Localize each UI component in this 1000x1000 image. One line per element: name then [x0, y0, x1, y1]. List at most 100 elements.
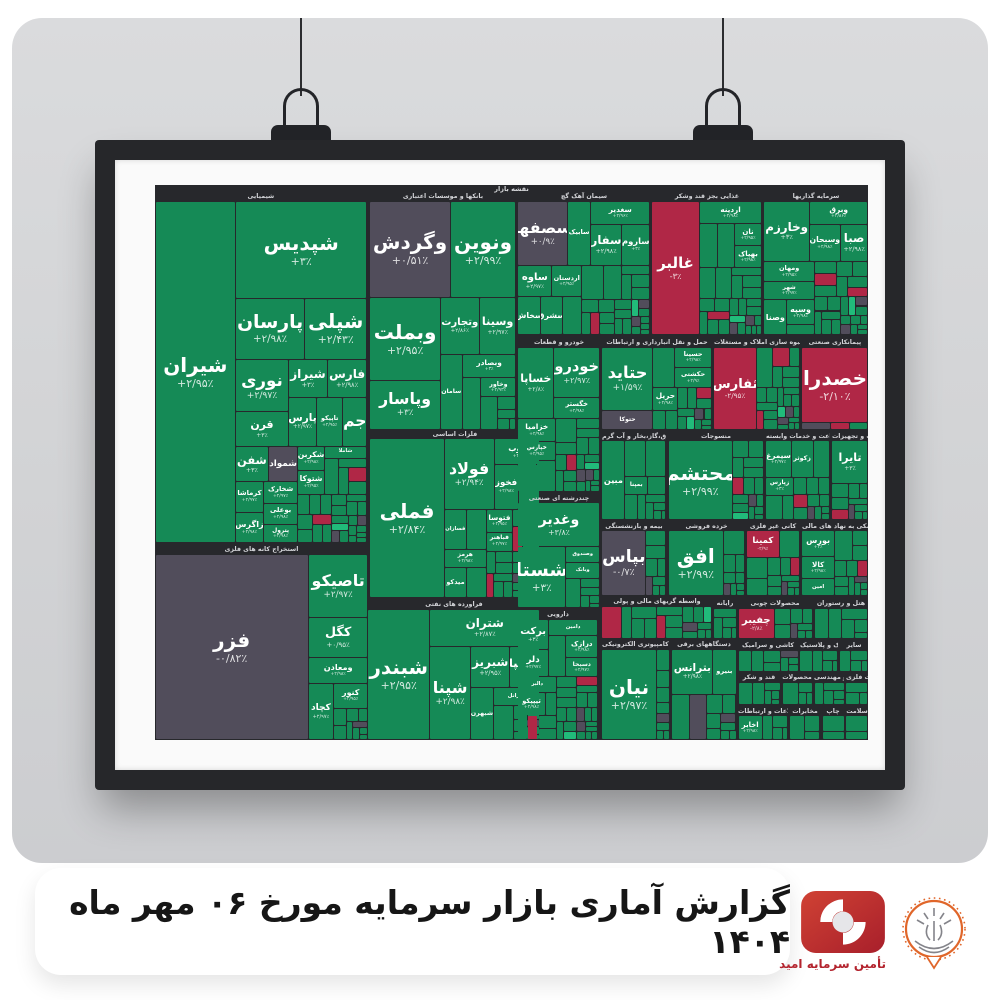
stock-tile — [333, 725, 346, 740]
stock-tile: شفن +۳٪ — [236, 446, 268, 482]
stock-tile — [705, 629, 712, 639]
stock-tile — [724, 584, 731, 596]
stock-tile — [807, 477, 819, 495]
stock-tile — [666, 615, 683, 628]
stock-tile: بپاس -۰/۷٪ — [602, 531, 646, 596]
sector: خرده فروشی افق +۲/۹۹٪ — [668, 522, 745, 596]
stock-tile — [632, 288, 650, 300]
stock-tile: بترانس +۲/۹۸٪ — [672, 649, 713, 694]
stock-tile — [862, 660, 868, 671]
stock-tile — [687, 388, 697, 409]
stock-tile — [833, 700, 844, 704]
sector-header: محصولات فلزی — [845, 674, 868, 682]
stock-tile — [358, 516, 367, 526]
stock-tile: بمپنا — [625, 477, 648, 495]
stock-tile — [788, 665, 798, 671]
stock-tile: سصفها+۰/۹٪ — [518, 201, 567, 265]
stock-tile: شبندر +۲/۹۵٪ — [368, 609, 430, 740]
stock-tile — [357, 538, 367, 543]
stock-tile — [780, 531, 800, 558]
stock-tile — [862, 511, 868, 520]
stock-tile — [333, 708, 346, 725]
stock-tile — [683, 631, 697, 639]
sector-body: حتاید +۱/۵۹٪ حتوکا حسینا +۲/۹۸٪ حکشتی +۲/۹٪ حری… — [602, 347, 712, 430]
stock-tile — [793, 508, 807, 520]
sector-body — [602, 606, 712, 639]
stock-tile — [851, 315, 860, 324]
stock-tile — [783, 496, 793, 520]
stock-tile — [745, 325, 752, 335]
stock-tile — [773, 367, 782, 387]
sector: چندرشته ای صنعتی وغدیر +۳/۸٪ شستا +۳٪ وصندوق و… — [518, 494, 600, 608]
stock-tile — [588, 693, 598, 707]
stock-tile: وسپه +۲/۹۸٪ — [787, 300, 814, 325]
stock-tile — [653, 503, 666, 511]
stock-tile — [832, 660, 838, 671]
stock-tile — [512, 591, 524, 598]
stock-tile — [331, 506, 347, 516]
stock-tile — [563, 722, 577, 731]
stock-tile — [702, 425, 712, 430]
stock-tile — [493, 573, 512, 582]
stock-tile — [567, 454, 577, 471]
stock-tile — [837, 261, 853, 276]
sector-header: مخابرات — [792, 707, 818, 715]
stock-tile — [753, 682, 764, 704]
sector-header: دارویی — [547, 611, 569, 619]
stock-tile — [638, 300, 650, 309]
stock-tile — [860, 693, 868, 704]
market-treemap: نقشه بازار شیمیایی شیران +۲/۹۵٪ شپدیس +۳٪ پار… — [155, 185, 868, 740]
sector-body — [846, 682, 868, 704]
stock-tile — [512, 574, 524, 582]
stock-tile: محتشم +۲/۹۹٪ — [668, 441, 733, 520]
stock-tile — [738, 650, 752, 671]
stock-tile — [646, 495, 666, 503]
stock-tile: خپارس +۲/۹۵٪ — [518, 442, 556, 460]
stock-tile — [582, 265, 603, 300]
stock-tile — [556, 442, 576, 454]
stock-tile — [821, 319, 831, 335]
stock-tile — [577, 708, 584, 721]
stock-tile — [615, 300, 631, 310]
stock-tile — [849, 422, 868, 430]
sector: چاپ — [822, 707, 844, 740]
sector-header: سرمایه گذاریها — [792, 193, 840, 201]
stock-tile — [737, 584, 745, 590]
stock-tile — [695, 409, 704, 419]
stock-tile — [748, 507, 755, 520]
stock-tile — [298, 494, 309, 514]
stock-tile — [648, 477, 666, 495]
sector-header: محصولات — [782, 674, 812, 682]
stock-tile — [348, 535, 357, 543]
stock-tile — [798, 693, 807, 704]
stock-tile — [848, 287, 868, 297]
sector-header: منسوجات — [700, 432, 732, 440]
stock-tile: شاملا — [324, 446, 367, 458]
stock-tile: نوری +۲/۹۷٪ — [236, 360, 288, 412]
stock-tile — [729, 323, 738, 335]
stock-tile: شمواد — [268, 446, 298, 482]
stock-tile — [577, 731, 586, 740]
stock-tile: وبانک — [565, 563, 600, 578]
sector: بانکها و موسسات اعتباری وگردش +۰/۵۱٪ ونوین +… — [370, 192, 516, 429]
stock-tile — [846, 731, 868, 740]
sector-body: وغدیر +۳/۸٪ شستا +۳٪ وصندوق وبانک — [518, 503, 600, 608]
stock-tile — [565, 578, 581, 608]
stock-tile — [347, 494, 367, 502]
stock-tile — [733, 457, 744, 478]
stock-tile — [556, 722, 563, 740]
stock-tile — [821, 506, 830, 514]
stock-tile: شیراز +۳٪ — [288, 360, 328, 397]
stock-tile — [656, 615, 666, 639]
stock-tile — [834, 531, 853, 560]
stock-tile — [747, 307, 762, 315]
stock-tile: ومعادن +۲/۹۸٪ — [308, 658, 368, 683]
stock-tile — [631, 326, 640, 335]
stock-tile — [762, 716, 772, 740]
stock-tile: افق +۲/۹۹٪ — [668, 531, 724, 596]
stock-tile — [331, 494, 347, 506]
stock-tile — [512, 582, 524, 591]
stock-tile: خزامیا +۲/۹۸٪ — [518, 419, 556, 442]
sector-header: فعالیتهای کمکی به نهاد های مالی — [801, 522, 868, 530]
